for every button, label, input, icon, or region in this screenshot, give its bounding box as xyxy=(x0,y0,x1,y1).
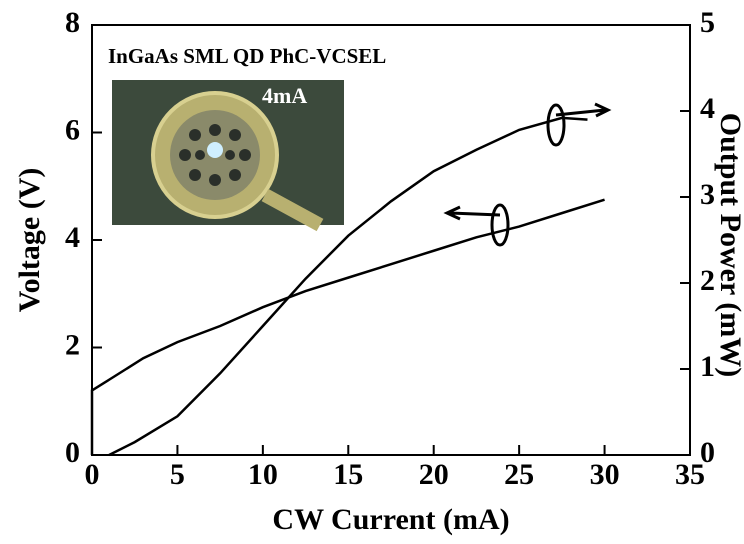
y2-tick-label: 3 xyxy=(700,178,715,211)
y-tick-label: 8 xyxy=(65,6,80,39)
x-tick-label: 30 xyxy=(590,458,620,491)
inset-spot xyxy=(207,142,223,158)
x-tick-label: 10 xyxy=(248,458,278,491)
series-marker xyxy=(492,205,508,245)
y2-tick-label: 2 xyxy=(700,264,715,297)
arrow xyxy=(556,104,608,116)
x-tick-label: 25 xyxy=(504,458,534,491)
data-line xyxy=(92,200,605,455)
y-tick-label: 0 xyxy=(65,436,80,469)
annotation: InGaAs SML QD PhC-VCSEL xyxy=(108,44,386,68)
y-tick-label: 4 xyxy=(65,221,80,254)
y-tick-label: 2 xyxy=(65,328,80,361)
chart: InGaAs SML QD PhC-VCSEL 4mA CW Current (… xyxy=(0,0,744,544)
y-tick-label: 6 xyxy=(65,113,80,146)
x-tick-label: 0 xyxy=(85,458,100,491)
y2-tick-label: 0 xyxy=(700,436,715,469)
y2-tick-label: 1 xyxy=(700,350,715,383)
series-marker xyxy=(548,105,564,145)
y-axis-label: Voltage (V) xyxy=(13,168,46,313)
annotation: 4mA xyxy=(262,83,307,108)
x-axis-label: CW Current (mA) xyxy=(272,503,509,536)
x-tick-label: 5 xyxy=(170,458,185,491)
y2-axis-label: Output Power (mW) xyxy=(714,113,744,377)
y2-tick-label: 5 xyxy=(700,6,715,39)
x-tick-label: 15 xyxy=(333,458,363,491)
x-tick-label: 20 xyxy=(419,458,449,491)
y2-tick-label: 4 xyxy=(700,92,715,125)
